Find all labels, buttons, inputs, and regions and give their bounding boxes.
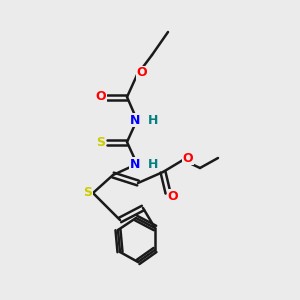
Text: H: H: [148, 158, 158, 170]
Text: O: O: [183, 152, 193, 164]
Text: S: S: [83, 187, 92, 200]
Text: N: N: [130, 158, 140, 170]
Text: S: S: [97, 136, 106, 148]
Text: O: O: [137, 67, 147, 80]
Text: N: N: [130, 113, 140, 127]
Text: O: O: [168, 190, 178, 202]
Text: O: O: [96, 91, 106, 103]
Text: H: H: [148, 113, 158, 127]
